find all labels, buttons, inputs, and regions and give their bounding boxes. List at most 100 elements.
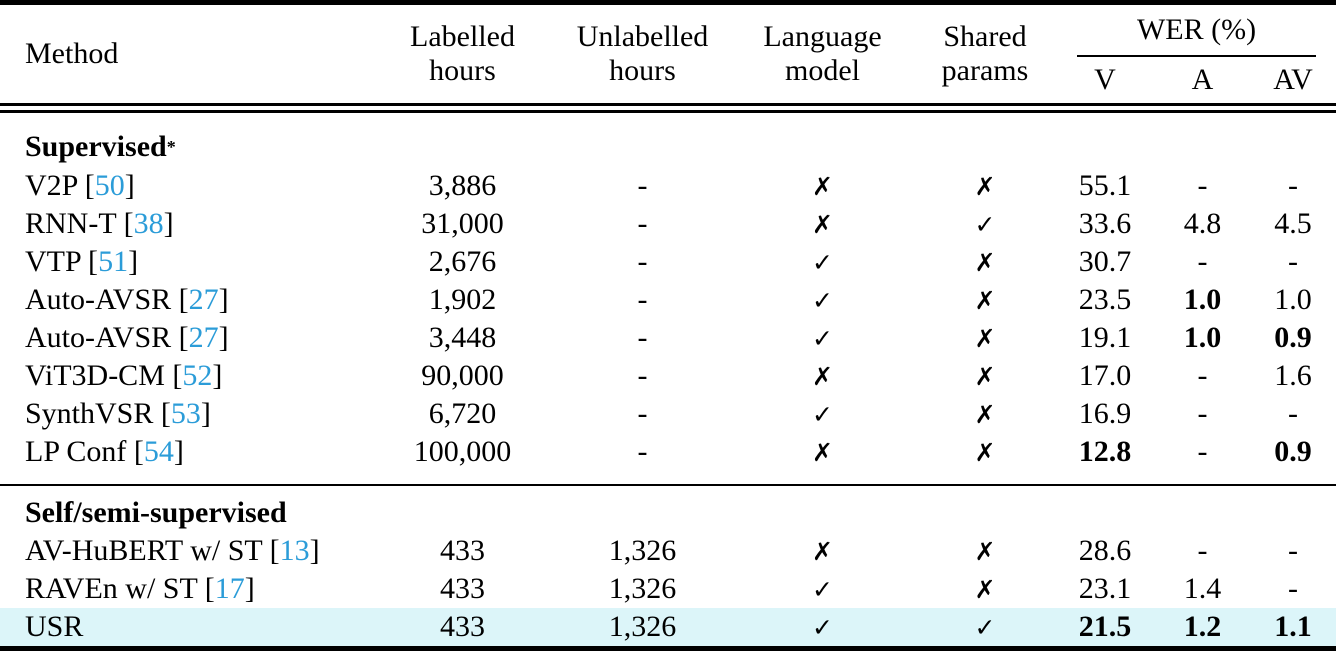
table-row: RAVEn w/ ST [17] 433 1,326 ✓ ✗ 23.1 1.4 …: [0, 570, 1336, 608]
wer-av-cell: 1.6: [1274, 359, 1312, 392]
method-bracket: ]: [212, 359, 223, 392]
citation-link[interactable]: 50: [94, 169, 125, 202]
method-cell: ViT3D-CM [52]: [0, 359, 370, 393]
unlabelled-hours-cell: -: [637, 245, 648, 278]
section-title-text: Supervised: [25, 130, 167, 163]
wer-a-cell: 1.2: [1183, 610, 1222, 643]
language-model-mark: ✗: [812, 361, 833, 391]
wer-av-cell: -: [1288, 534, 1298, 567]
citation-link[interactable]: 17: [214, 572, 245, 605]
method-name: VTP [: [25, 245, 99, 278]
shared-params-mark: ✗: [974, 536, 996, 566]
method-cell: Auto-AVSR [27]: [0, 321, 370, 355]
language-model-mark: ✓: [812, 247, 833, 277]
wer-v-cell: 28.6: [1078, 534, 1132, 567]
citation-link[interactable]: 53: [170, 397, 201, 430]
method-bracket: ]: [173, 435, 184, 468]
labelled-hours-cell: 31,000: [421, 207, 504, 240]
column-header-wer-av: AV: [1273, 63, 1313, 97]
shared-line1: Shared: [943, 20, 1027, 54]
table-row: SynthVSR [53] 6,720 - ✓ ✗ 16.9 - -: [0, 395, 1336, 433]
wer-v-cell: 55.1: [1078, 169, 1132, 202]
unlabelled-hours-cell: -: [637, 397, 648, 430]
language-line1: Language: [763, 20, 882, 54]
citation-link[interactable]: 27: [188, 321, 219, 354]
wer-v-cell: 17.0: [1078, 359, 1132, 392]
wer-a-cell: 1.0: [1183, 283, 1222, 316]
labelled-line1: Labelled: [410, 20, 515, 54]
shared-line2: params: [941, 54, 1029, 87]
table-row: V2P [50] 3,886 - ✗ ✗ 55.1 - -: [0, 167, 1336, 205]
table-row: Auto-AVSR [27] 1,902 - ✓ ✗ 23.5 1.0 1.0: [0, 281, 1336, 319]
labelled-hours-cell: 2,676: [428, 245, 497, 278]
method-cell: Auto-AVSR [27]: [0, 283, 370, 317]
column-header-wer-a: A: [1191, 63, 1214, 97]
language-model-mark: ✗: [812, 437, 833, 467]
table-row: AV-HuBERT w/ ST [13] 433 1,326 ✗ ✗ 28.6 …: [0, 532, 1336, 570]
labelled-hours-cell: 433: [440, 572, 485, 605]
language-model-mark: ✓: [812, 574, 833, 604]
shared-params-mark: ✗: [974, 361, 996, 391]
unlabelled-hours-cell: -: [637, 321, 648, 354]
wer-v-cell: 23.5: [1078, 283, 1132, 316]
wer-av-cell: -: [1288, 245, 1298, 278]
wer-av-cell: -: [1288, 397, 1298, 430]
shared-params-mark: ✗: [974, 437, 996, 467]
wer-v-cell: 30.7: [1078, 245, 1132, 278]
method-cell: RNN-T [38]: [0, 207, 370, 241]
section-header-supervised: Supervised *: [25, 130, 176, 163]
wer-v-cell: 19.1: [1078, 321, 1132, 354]
labelled-line2: hours: [429, 54, 496, 87]
table-row: VTP [51] 2,676 - ✓ ✗ 30.7 - -: [0, 243, 1336, 281]
citation-link[interactable]: 51: [98, 245, 129, 278]
language-model-mark: ✓: [812, 399, 833, 429]
shared-params-mark: ✗: [974, 247, 996, 277]
column-header-wer-v: V: [1094, 63, 1116, 97]
language-model-mark: ✗: [812, 209, 833, 239]
method-cell: SynthVSR [53]: [0, 397, 370, 431]
method-bracket: ]: [163, 207, 174, 240]
header-double-rule: [0, 103, 1336, 113]
wer-av-cell: 0.9: [1274, 321, 1312, 354]
language-model-mark: ✗: [812, 171, 833, 201]
language-line2: model: [785, 54, 860, 87]
citation-link[interactable]: 54: [143, 435, 174, 468]
section-divider-rule: [0, 484, 1336, 486]
method-name: RAVEn w/ ST [: [25, 572, 215, 605]
wer-av-cell: 1.0: [1274, 283, 1312, 316]
shared-params-mark: ✗: [974, 574, 996, 604]
wer-a-cell: -: [1197, 359, 1208, 392]
section-supervised: Supervised * V2P [50] 3,886 - ✗ ✗ 55.1 - …: [0, 113, 1336, 484]
method-bracket: ]: [128, 245, 139, 278]
labelled-hours-cell: 3,448: [428, 321, 497, 354]
labelled-hours-cell: 90,000: [421, 359, 504, 392]
wer-v-cell: 12.8: [1078, 435, 1132, 468]
table-row-highlighted: USR 433 1,326 ✓ ✓ 21.5 1.2 1.1: [0, 608, 1336, 646]
language-model-mark: ✓: [812, 285, 833, 315]
citation-link[interactable]: 38: [133, 207, 164, 240]
table-row: RNN-T [38] 31,000 - ✗ ✓ 33.6 4.8 4.5: [0, 205, 1336, 243]
labelled-hours-cell: 433: [440, 610, 485, 643]
column-group-header-wer: WER (%): [1055, 5, 1336, 57]
shared-params-mark: ✓: [974, 612, 996, 642]
method-name: LP Conf [: [25, 435, 144, 468]
method-bracket: ]: [200, 397, 211, 430]
top-rule: [0, 0, 1336, 5]
section-header-row: Supervised *: [0, 127, 1336, 167]
wer-a-cell: -: [1197, 245, 1208, 278]
table-header: Method Labelled hours Unlabelled hours L…: [0, 5, 1336, 103]
unlabelled-hours-cell: -: [637, 359, 648, 392]
citation-link[interactable]: 27: [188, 283, 219, 316]
citation-link[interactable]: 52: [182, 359, 213, 392]
wer-group-label: WER (%): [1077, 5, 1316, 57]
citation-link[interactable]: 13: [279, 534, 310, 567]
method-name: Auto-AVSR [: [25, 321, 189, 354]
unlabelled-line1: Unlabelled: [576, 20, 709, 54]
method-cell: LP Conf [54]: [0, 435, 370, 469]
unlabelled-hours-cell: 1,326: [608, 572, 677, 605]
column-header-shared-params: Shared params: [915, 5, 1055, 103]
unlabelled-hours-cell: -: [637, 207, 648, 240]
unlabelled-line2: hours: [609, 54, 676, 87]
shared-params-mark: ✗: [974, 399, 996, 429]
wer-v-cell: 33.6: [1078, 207, 1132, 240]
